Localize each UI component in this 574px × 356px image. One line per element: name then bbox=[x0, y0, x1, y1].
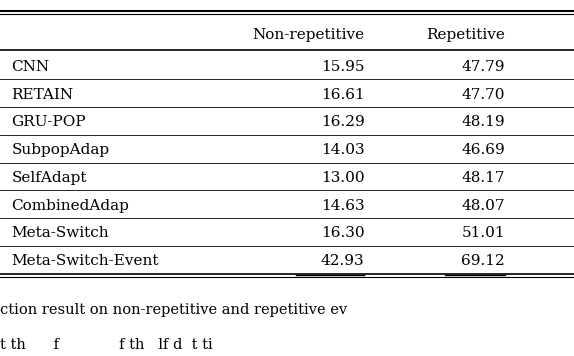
Text: SubpopAdap: SubpopAdap bbox=[11, 143, 110, 157]
Text: CombinedAdap: CombinedAdap bbox=[11, 199, 129, 213]
Text: CNN: CNN bbox=[11, 60, 49, 74]
Text: 48.19: 48.19 bbox=[461, 115, 505, 129]
Text: Repetitive: Repetitive bbox=[426, 28, 505, 42]
Text: 51.01: 51.01 bbox=[461, 226, 505, 240]
Text: Meta-Switch-Event: Meta-Switch-Event bbox=[11, 254, 159, 268]
Text: 46.69: 46.69 bbox=[461, 143, 505, 157]
Text: Non-repetitive: Non-repetitive bbox=[253, 28, 364, 42]
Text: 48.07: 48.07 bbox=[461, 199, 505, 213]
Text: 16.30: 16.30 bbox=[321, 226, 364, 240]
Text: 13.00: 13.00 bbox=[321, 171, 364, 185]
Text: RETAIN: RETAIN bbox=[11, 88, 73, 102]
Text: Meta-Switch: Meta-Switch bbox=[11, 226, 109, 240]
Text: 14.03: 14.03 bbox=[321, 143, 364, 157]
Text: 69.12: 69.12 bbox=[461, 254, 505, 268]
Text: GRU-POP: GRU-POP bbox=[11, 115, 86, 129]
Text: 15.95: 15.95 bbox=[321, 60, 364, 74]
Text: 48.17: 48.17 bbox=[461, 171, 505, 185]
Text: 47.70: 47.70 bbox=[461, 88, 505, 102]
Text: 42.93: 42.93 bbox=[321, 254, 364, 268]
Text: 47.79: 47.79 bbox=[461, 60, 505, 74]
Text: ction result on non-repetitive and repetitive ev: ction result on non-repetitive and repet… bbox=[0, 303, 347, 317]
Text: 14.63: 14.63 bbox=[321, 199, 364, 213]
Text: 16.29: 16.29 bbox=[321, 115, 364, 129]
Text: t th      f             f th   lf d  t ti: t th f f th lf d t ti bbox=[0, 338, 213, 352]
Text: SelfAdapt: SelfAdapt bbox=[11, 171, 87, 185]
Text: 16.61: 16.61 bbox=[321, 88, 364, 102]
